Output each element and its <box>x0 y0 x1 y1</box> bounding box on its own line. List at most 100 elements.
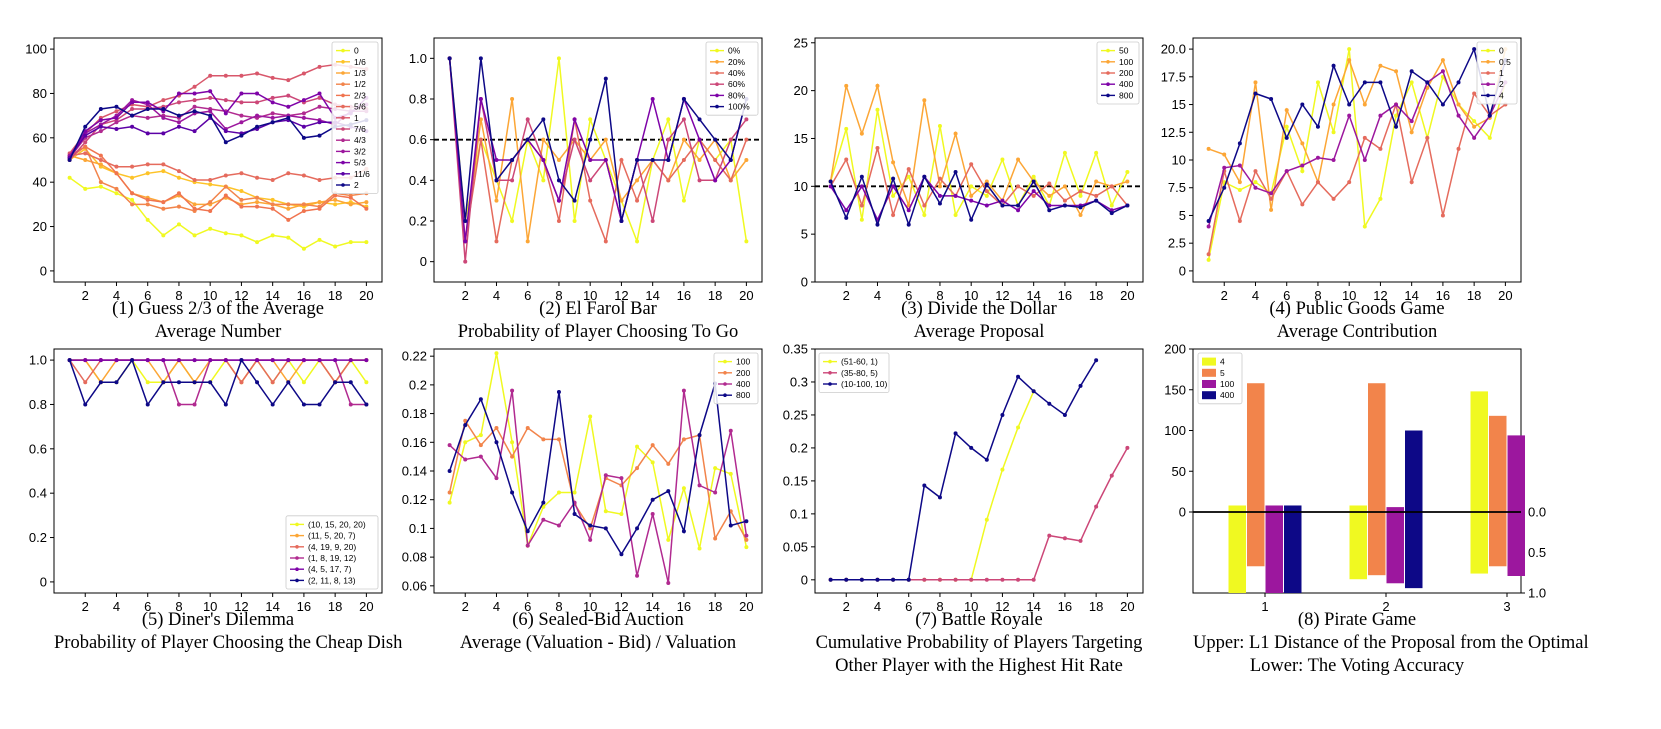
data-point <box>208 89 213 94</box>
data-point <box>208 358 213 363</box>
y-tick-label: 0.18 <box>402 406 427 421</box>
data-point <box>161 115 166 120</box>
data-point <box>891 213 896 218</box>
x-tick-label: 20 <box>739 599 753 614</box>
x-tick-label: 6 <box>524 288 531 303</box>
data-point <box>98 184 103 189</box>
series-line <box>830 447 1129 581</box>
legend-label: 3/2 <box>354 146 366 156</box>
data-point <box>875 107 880 112</box>
data-point <box>859 203 864 208</box>
data-point <box>1409 69 1414 74</box>
series-line <box>69 152 367 181</box>
data-point <box>510 178 515 183</box>
data-point <box>556 178 561 183</box>
legend-label: 0% <box>728 46 741 56</box>
legend-label: (35-80, 5) <box>841 368 878 378</box>
data-point <box>145 171 150 176</box>
data-point <box>697 546 702 551</box>
caption-chart-4: (4) Public Goods Game Average Contributi… <box>1193 298 1521 344</box>
x-tick-label: 2 <box>1221 288 1228 303</box>
data-point <box>301 209 306 214</box>
y-tick-label: 0.1 <box>409 521 427 536</box>
data-point <box>844 157 849 162</box>
legend-marker <box>1106 93 1110 98</box>
data-point <box>635 466 640 471</box>
data-point <box>1253 80 1258 85</box>
data-point <box>1031 179 1036 184</box>
data-point <box>681 388 686 393</box>
data-point <box>588 537 593 542</box>
data-point <box>223 193 228 198</box>
plot-frame <box>433 348 763 594</box>
x-tick-label: 14 <box>265 599 279 614</box>
data-point <box>176 100 181 105</box>
x-tick-label: 10 <box>583 288 597 303</box>
data-point <box>1487 135 1492 140</box>
data-point <box>891 193 896 198</box>
caption-subtitle: Average Proposal <box>913 322 1045 342</box>
data-point <box>317 200 322 205</box>
x-tick-label: 4 <box>874 288 881 303</box>
data-point <box>906 208 911 213</box>
data-point <box>208 109 213 114</box>
data-point <box>286 202 291 207</box>
legend-swatch <box>1202 368 1216 377</box>
data-point <box>145 217 150 222</box>
bar-upper <box>1507 435 1525 512</box>
x-tick-label: 6 <box>905 288 912 303</box>
series-line <box>69 145 367 221</box>
data-point <box>969 217 974 222</box>
legend-label: (1, 8, 19, 12) <box>308 553 356 563</box>
data-point <box>286 171 291 176</box>
caption-title: (7) Battle Royale <box>915 610 1043 630</box>
x-tick-label: 4 <box>1252 288 1259 303</box>
data-point <box>1206 219 1211 223</box>
x-tick-label: 18 <box>708 288 722 303</box>
data-point <box>176 191 181 196</box>
legend-marker <box>341 71 345 75</box>
data-point <box>603 509 608 514</box>
legend-marker <box>295 533 299 538</box>
data-point <box>463 440 468 445</box>
x-tick-label: 2 <box>843 288 850 303</box>
data-point <box>541 178 546 183</box>
data-point <box>728 523 733 528</box>
y-tick-label: 0 <box>40 574 47 589</box>
caption-title: (5) Diner's Dilemma <box>141 610 295 630</box>
data-point <box>447 469 452 473</box>
data-point <box>270 120 275 125</box>
y-tick-label: 15 <box>794 131 808 146</box>
data-point <box>286 358 291 363</box>
data-point <box>1300 202 1305 207</box>
data-point <box>270 206 275 211</box>
data-point <box>603 158 608 162</box>
data-point <box>270 115 275 120</box>
data-point <box>744 137 749 142</box>
data-point <box>1409 80 1414 85</box>
data-point <box>223 184 228 189</box>
data-point <box>984 182 989 187</box>
series-line <box>448 418 748 541</box>
series-line <box>1208 48 1507 211</box>
data-point <box>572 512 577 517</box>
y-tick-label: 0.4 <box>29 486 47 501</box>
data-point <box>713 490 718 495</box>
legend-box <box>285 515 379 590</box>
data-point <box>1300 141 1305 146</box>
legend-label: (4, 19, 9, 20) <box>308 542 356 552</box>
data-point <box>463 239 468 244</box>
data-point <box>744 545 749 550</box>
data-point <box>1047 401 1052 406</box>
x-tick-label: 12 <box>234 288 248 303</box>
legend-label: 2/3 <box>354 90 366 100</box>
data-point <box>619 512 624 517</box>
data-point <box>1315 180 1320 185</box>
series-line <box>830 390 1035 581</box>
legend-marker <box>295 556 299 560</box>
caption-subtitle: Average (Valuation - Bid) / Valuation <box>459 633 737 653</box>
data-point <box>286 93 291 98</box>
data-point <box>83 380 88 385</box>
